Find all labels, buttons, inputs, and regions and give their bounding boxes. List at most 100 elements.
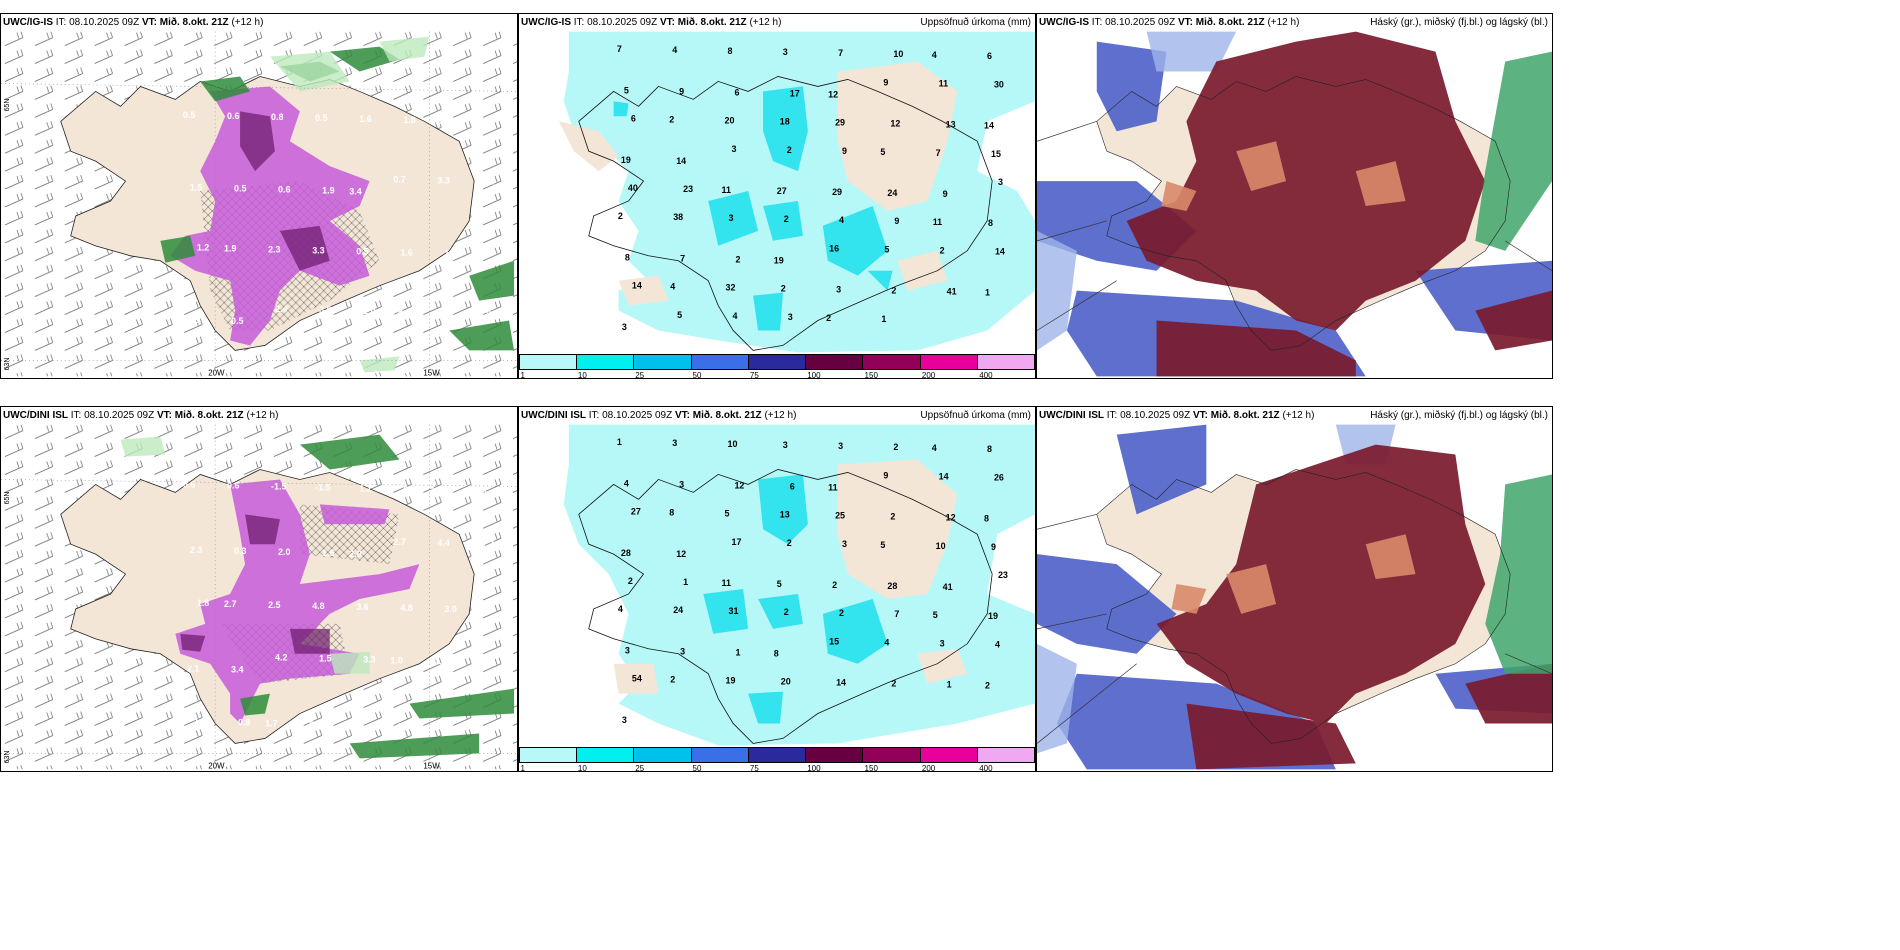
value-label: 11 [828, 482, 837, 492]
value-label: 28 [887, 581, 897, 591]
panel-title: Háský (gr.), miðský (fj.bl.) og lágský (… [1370, 17, 1548, 28]
value-label: 14 [676, 156, 686, 166]
value-label: 4 [732, 311, 737, 321]
value-label: 14 [939, 471, 949, 481]
wind-precip-map[interactable]: 20W 15W 65N 63N 0.5 0.6 0.8 0.5 1.6 1.8 1.6 3.4… [1, 31, 517, 377]
colorbar-swatch [520, 748, 578, 762]
value-label: 3 [680, 646, 685, 656]
value-label: 23 [683, 184, 693, 194]
value-label: 3.6 [472, 249, 484, 259]
colorbar-swatch [691, 748, 749, 762]
lead-time: (+12 h) [1282, 410, 1315, 421]
precip-value-labels: 0.5 0.6 0.8 0.5 1.6 1.8 1.6 3.4 1.5 0.5 0.6 1.9 3.4 0… [183, 110, 494, 326]
colorbar-tick-label: 400 [979, 371, 993, 379]
value-label: 9 [943, 189, 948, 199]
panel-r1-precip: UWC/IG-IS IT: 08.10.2025 09Z VT: Mið. 8.… [518, 13, 1036, 379]
vt-label: VT: [141, 17, 157, 28]
colorbar-swatch [863, 355, 921, 369]
value-label: 2.6 [187, 315, 199, 325]
value-label: 1.7 [482, 539, 494, 549]
colorbar-tick-label: 10 [577, 764, 587, 772]
value-label: 1 [947, 680, 952, 690]
value-label: 4 [995, 639, 1000, 649]
vt-value: Mið. 8.okt. 21Z [1210, 410, 1280, 421]
panel-r2-precip: UWC/DINI ISL IT: 08.10.2025 09Z VT: Mið.… [518, 406, 1036, 772]
value-label: 1.2 [359, 483, 371, 493]
value-label: 3 [622, 322, 627, 332]
value-label: -1.5 [271, 481, 286, 491]
value-label: 2.0 [278, 547, 290, 557]
lead-time: (+12 h) [1267, 17, 1300, 28]
panel-r2-wind: UWC/DINI ISL IT: 08.10.2025 09Z VT: Mið.… [0, 406, 518, 772]
value-label: 17 [731, 537, 741, 547]
value-label: 6 [631, 114, 636, 124]
value-label: 3.3 [437, 176, 449, 186]
value-label: 19 [725, 676, 735, 686]
colorbar-tick-label: 100 [807, 371, 821, 379]
value-label: 3 [783, 440, 788, 450]
value-label: 2 [891, 286, 896, 296]
panel-r2-cloud: UWC/DINI ISL IT: 08.10.2025 09Z VT: Mið.… [1036, 406, 1553, 772]
colorbar-tick-label: 150 [864, 764, 878, 772]
value-label: 2 [787, 538, 792, 548]
land-no-precip [613, 459, 968, 694]
value-label: 29 [832, 187, 842, 197]
value-label: 12 [676, 549, 686, 559]
value-label: 41 [947, 287, 957, 297]
mid-cloud-orange [1161, 141, 1406, 211]
value-label: 2.4 [275, 304, 287, 314]
colorbar-tick-label: 1 [520, 371, 525, 379]
panel-header: UWC/DINI ISL IT: 08.10.2025 09Z VT: Mið.… [521, 410, 1031, 421]
map-svg [1037, 31, 1552, 377]
value-label: 1 [683, 577, 688, 587]
precip-green-light [269, 36, 430, 373]
colorbar-tick-label: 100 [807, 764, 821, 772]
value-label: 13 [780, 510, 790, 520]
value-label: 3.8 [475, 486, 487, 496]
model-name: UWC/IG-IS [3, 17, 53, 28]
accumulated-precip-map[interactable]: 1 3 10 3 3 2 4 8 4 3 12 6 11 9 14 26 27 8 5 13 25 2 12 8 28 12 17 2… [519, 424, 1035, 746]
cloud-cover-map[interactable] [1037, 424, 1552, 770]
it-label: IT: [55, 17, 67, 28]
value-label: 1.1 [353, 720, 365, 730]
wind-precip-map[interactable]: 20W 15W 65N 63N 0.6 0.6 -1.5 -1.5 1.2 0.6 1.7 3… [1, 424, 517, 770]
value-label: 2 [670, 675, 675, 685]
value-label: 2 [787, 145, 792, 155]
value-label: 10 [936, 541, 946, 551]
value-label: 31 [728, 606, 738, 616]
accumulated-precip-map[interactable]: 7 4 8 3 7 10 4 6 5 9 6 17 12 9 11 30 6 2 20 18 29 12 13 14 19 14 3… [519, 31, 1035, 353]
value-label: 1.6 [400, 247, 412, 257]
value-label: 1.9 [322, 186, 334, 196]
it-label: IT: [573, 17, 585, 28]
value-label: -1.5 [315, 482, 330, 492]
value-label: 8 [984, 514, 989, 524]
colorbar-swatch [920, 355, 978, 369]
value-label: 4 [624, 478, 629, 488]
value-label: 2 [735, 254, 740, 264]
value-label: 2.0 [472, 605, 484, 615]
value-label: 3.6 [356, 602, 368, 612]
model-name: UWC/DINI ISL [3, 410, 68, 421]
value-label: 3.4 [475, 117, 487, 127]
map-svg: 20W 15W 65N 63N 0.6 0.6 -1.5 -1.5 1.2 0.6 1.7 3… [1, 424, 517, 770]
value-label: 19 [988, 611, 998, 621]
vt-value: Mið. 8.okt. 21Z [677, 17, 747, 28]
value-label: 3 [838, 441, 843, 451]
value-label: 8 [774, 648, 779, 658]
model-name: UWC/IG-IS [1039, 17, 1089, 28]
domain-lines [1037, 513, 1552, 744]
value-label: 0.8 [479, 658, 491, 668]
value-label: 0.8 [397, 721, 409, 731]
it-value: 08.10.2025 09Z [69, 17, 140, 28]
cloud-cover-map[interactable] [1037, 31, 1552, 377]
value-label: 3 [788, 312, 793, 322]
value-label: 11 [722, 185, 731, 195]
vt-label: VT: [1177, 17, 1193, 28]
value-label: 17 [790, 88, 800, 98]
value-label: 9 [883, 77, 888, 87]
value-label: 1.9 [224, 243, 236, 253]
iceland-coastline [1096, 469, 1511, 744]
value-label: 2.5 [268, 600, 280, 610]
